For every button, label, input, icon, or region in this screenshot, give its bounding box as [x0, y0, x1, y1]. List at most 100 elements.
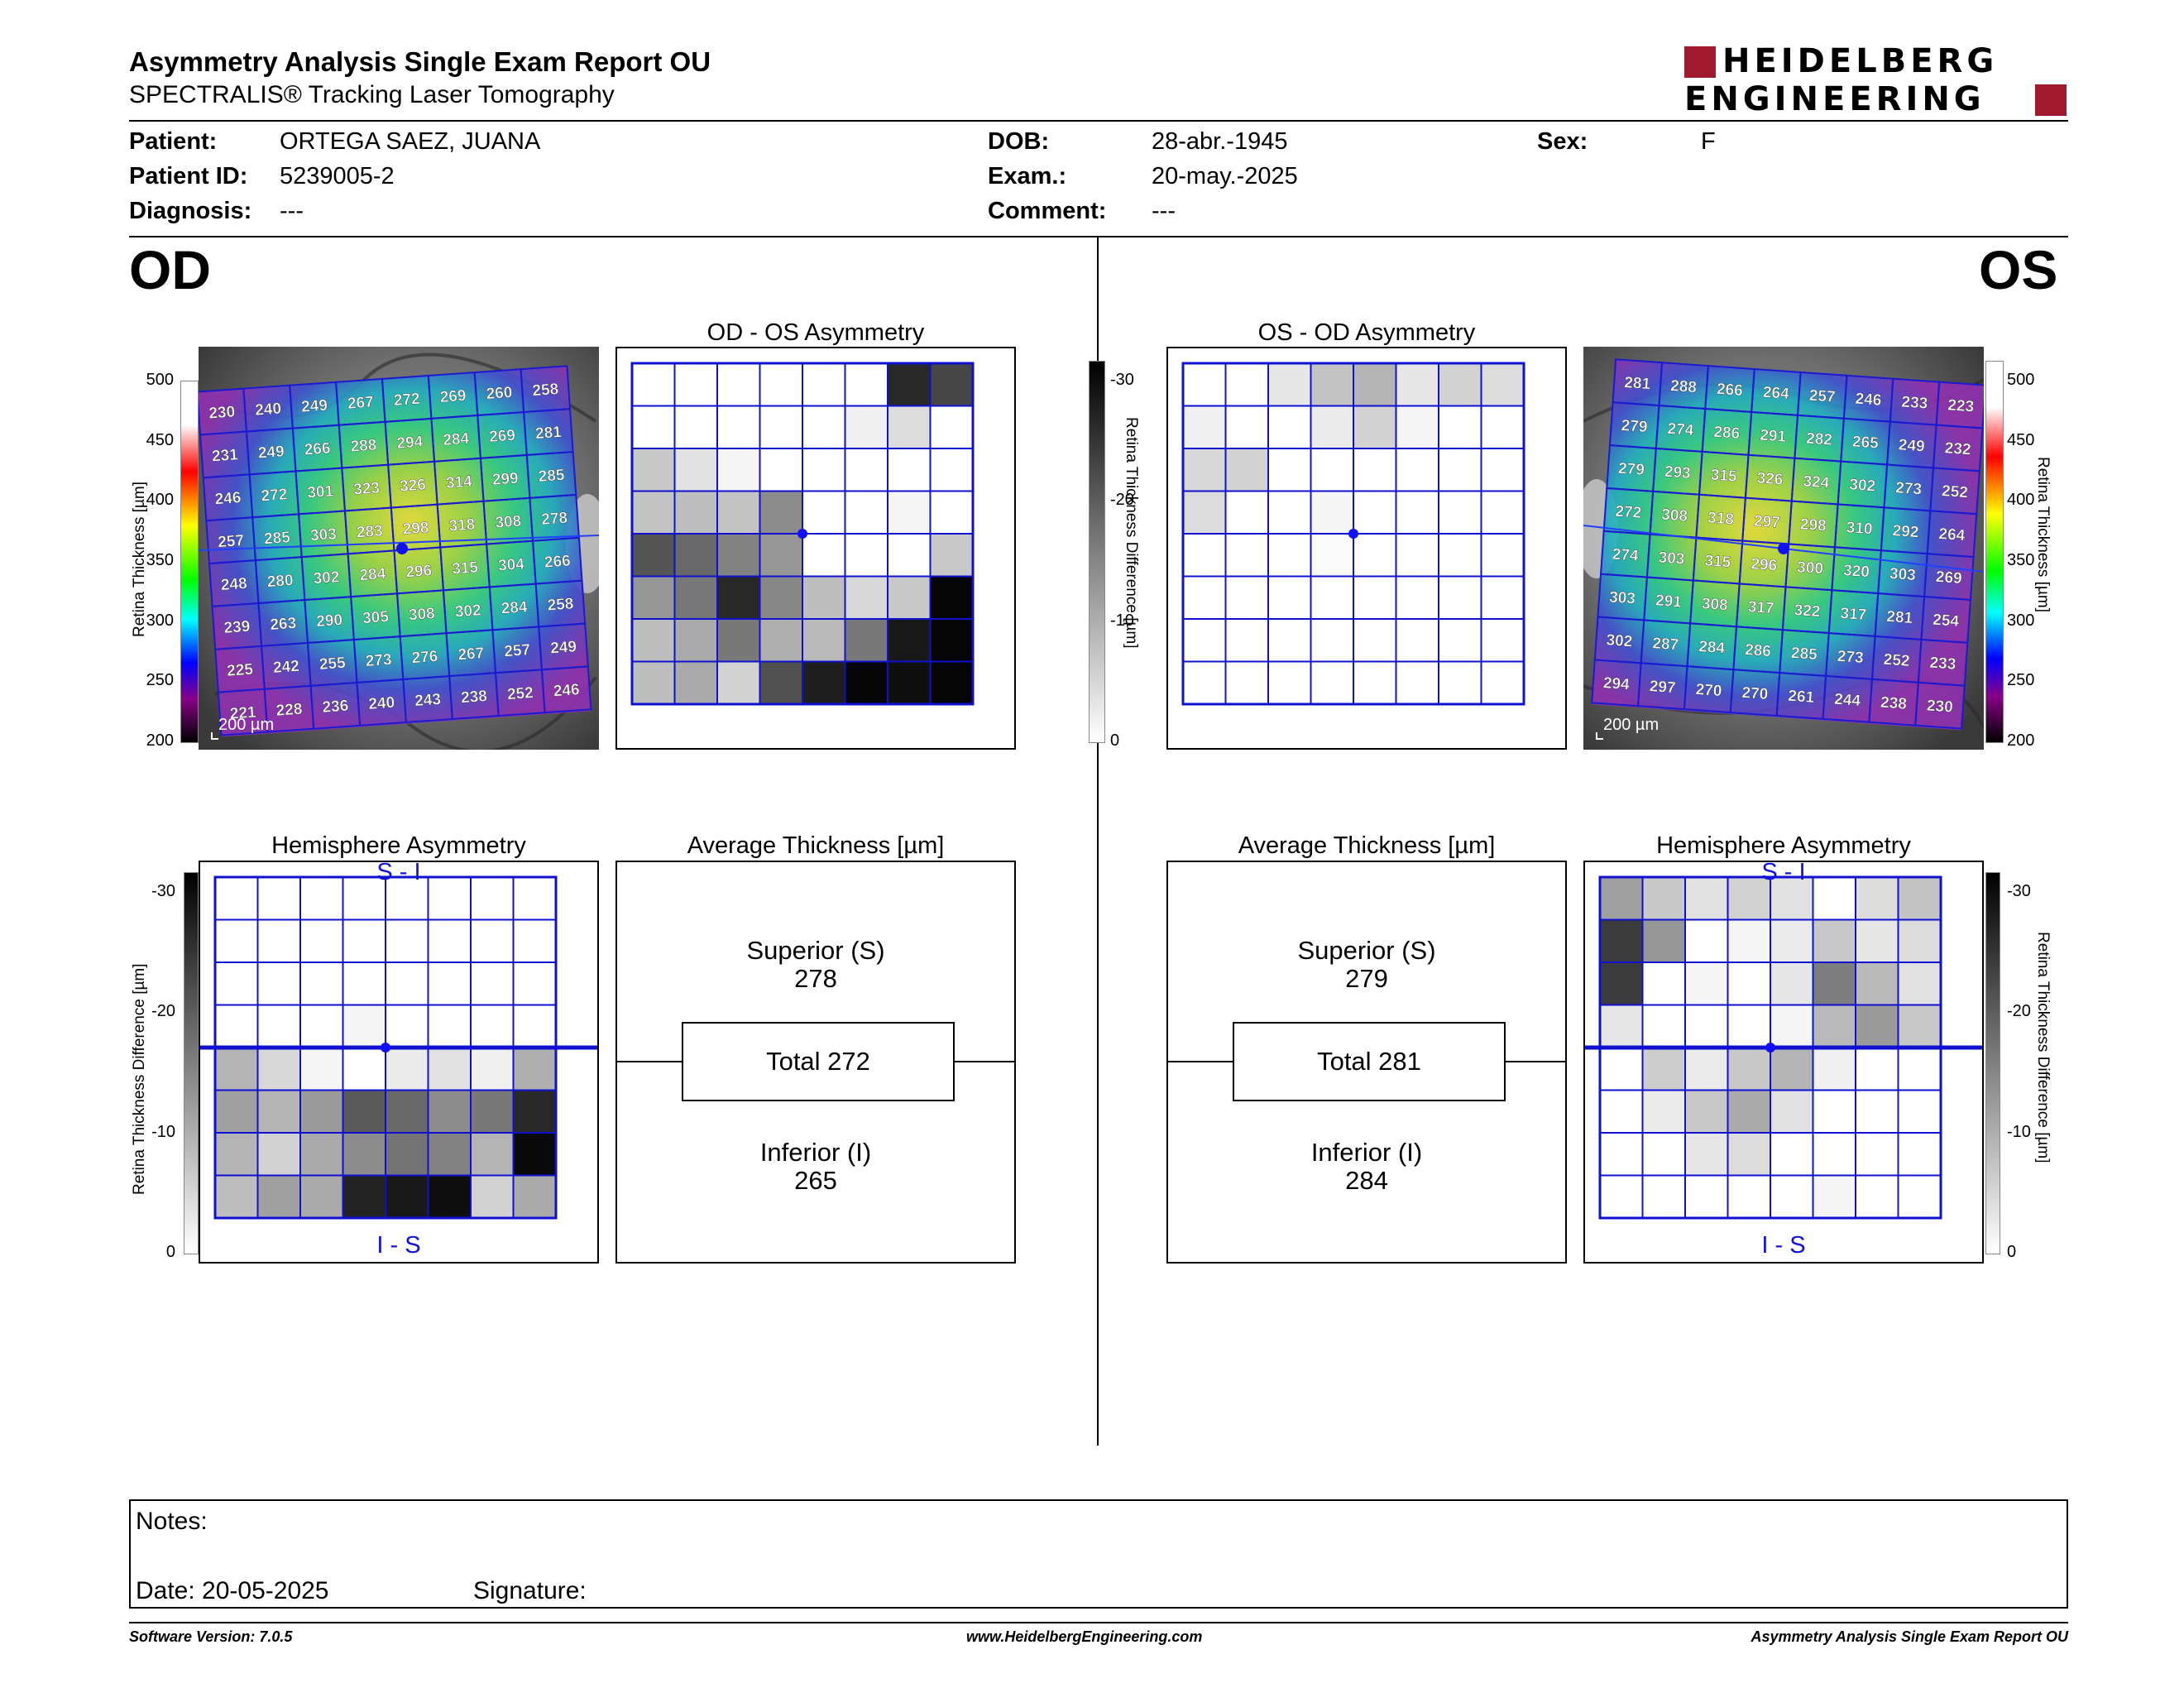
od-avg-title: Average Thickness [µm]: [687, 832, 945, 859]
od-hemi-cell: [342, 961, 386, 1006]
os-asym-cell: [1438, 660, 1482, 705]
diff-left-tick: -10: [151, 1122, 175, 1141]
dob-label: DOB:: [988, 128, 1050, 155]
od-asym-border: [630, 362, 975, 706]
os-hemi-cell: [1727, 1004, 1771, 1048]
os-thickness-value: 252: [1941, 482, 1968, 501]
os-scale-label: 200 µm: [1603, 716, 1660, 734]
od-thickness-value: 266: [544, 553, 571, 572]
os-hemi-cell: [1897, 1174, 1942, 1219]
notes-box[interactable]: Notes: Date: 20-05-2025 Signature:: [129, 1499, 2068, 1609]
os-hemi-cell: [1855, 1004, 1899, 1048]
od-hemi-cell: [256, 1174, 301, 1219]
os-hemi-cell: [1641, 1174, 1686, 1219]
os-thickness-tick: 200: [2007, 731, 2035, 750]
od-asym-cell: [673, 490, 718, 535]
os-thickness-tick: 300: [2007, 611, 2035, 630]
os-asym-cell: [1395, 362, 1439, 407]
os-hemi-cell: [1770, 961, 1814, 1006]
os-avg-panel: Superior (S) 279 Total 281 Inferior (I) …: [1166, 861, 1567, 1264]
os-hemi-cell: [1812, 1047, 1856, 1091]
od-asym-cell: [716, 533, 761, 578]
os-thickness-value: 266: [1716, 381, 1743, 400]
os-thickness-value: 270: [1695, 681, 1722, 700]
od-thickness-tick: 300: [146, 611, 174, 630]
diff-right-tick: -10: [2007, 1122, 2031, 1141]
od-asym-cell: [887, 660, 932, 705]
os-superior-value: 279: [1345, 964, 1388, 993]
os-asym-cell: [1182, 660, 1227, 705]
od-thickness-value: 221: [229, 704, 257, 723]
od-hemi-cell: [512, 961, 557, 1006]
od-hemi-grid: [200, 875, 597, 1220]
os-thickness-value: 324: [1803, 472, 1831, 492]
os-thickness-value: 281: [1886, 608, 1914, 627]
os-asym-cell: [1310, 533, 1354, 578]
os-asym-cell: [1480, 405, 1525, 449]
center-divider: [1097, 237, 1099, 1446]
od-asym-grid: [630, 362, 975, 706]
od-thickness-value: 304: [497, 555, 525, 574]
diff-top-tick: -10: [1110, 611, 1134, 630]
od-thickness-colorbar: [180, 381, 199, 743]
od-asym-cell: [631, 490, 676, 535]
os-thickness-tick: 500: [2007, 371, 2035, 389]
os-thickness-value: 274: [1612, 546, 1640, 565]
od-hemi-cell: [427, 1004, 472, 1048]
od-thickness-value: 284: [359, 565, 387, 584]
os-asym-cell: [1438, 575, 1482, 620]
od-hemi-cell: [512, 876, 557, 921]
od-asym-cell: [631, 618, 676, 663]
os-asym-cell: [1310, 618, 1354, 663]
os-hemi-cell: [1855, 1047, 1899, 1091]
os-asym-cell: [1310, 660, 1354, 705]
logo-square-icon: [1684, 46, 1716, 78]
os-asym-cell: [1480, 490, 1525, 535]
diff-axis-title-left: Retina Thickness Difference [µm]: [131, 963, 148, 1195]
os-hemi-cell: [1599, 1004, 1644, 1048]
od-asym-cell: [716, 405, 761, 449]
os-hemi-cell: [1897, 918, 1942, 963]
od-asym-cell: [759, 618, 803, 663]
od-hemi-cell: [342, 1004, 386, 1048]
os-hemi-cell: [1897, 961, 1942, 1006]
os-thickness-value: 322: [1794, 602, 1821, 621]
os-thickness-value: 303: [1658, 549, 1685, 568]
od-hemi-cell: [299, 1089, 344, 1134]
od-thickness-value: 242: [272, 658, 299, 677]
od-hemi-cell: [385, 961, 429, 1006]
os-hemi-cell: [1897, 876, 1942, 921]
os-hemi-cell: [1727, 1047, 1771, 1091]
od-asym-cell: [716, 362, 761, 407]
od-thickness-value: 263: [270, 615, 297, 634]
divider: [129, 236, 2068, 237]
os-asym-cell: [1438, 405, 1482, 449]
od-hemi-cell: [214, 918, 259, 963]
od-asym-cell: [673, 533, 718, 578]
od-hemi-cell: [256, 1089, 301, 1134]
od-thickness-value: 230: [208, 403, 236, 422]
od-asym-cell: [631, 362, 676, 407]
od-hemi-cell: [342, 1132, 386, 1177]
os-hemi-cell: [1641, 1089, 1686, 1134]
os-asym-cell: [1353, 660, 1397, 705]
footer-website[interactable]: www.HeidelbergEngineering.com: [966, 1628, 1203, 1645]
os-thickness-value: 297: [1649, 678, 1676, 697]
od-asym-cell: [929, 575, 974, 620]
od-asym-cell: [716, 660, 761, 705]
os-thickness-value: 233: [1929, 655, 1956, 674]
od-thickness-value: 267: [347, 394, 374, 413]
od-hemi-cell: [512, 1132, 557, 1177]
os-hemi-cell: [1641, 1132, 1686, 1177]
footer-report-name: Asymmetry Analysis Single Exam Report OU: [1751, 1628, 2068, 1645]
comment-value: ---: [1152, 198, 1176, 224]
od-hemi-cell: [385, 1047, 429, 1091]
od-thickness-value: 272: [393, 391, 420, 410]
od-hemi-cell: [470, 1174, 515, 1219]
od-scale-label: 200 µm: [218, 716, 275, 734]
os-hemi-cell: [1599, 1089, 1644, 1134]
os-thickness-value: 308: [1701, 595, 1728, 614]
diff-top-tick: -20: [1110, 491, 1134, 510]
os-asym-cell: [1267, 490, 1312, 535]
od-asym-cell: [802, 618, 846, 663]
